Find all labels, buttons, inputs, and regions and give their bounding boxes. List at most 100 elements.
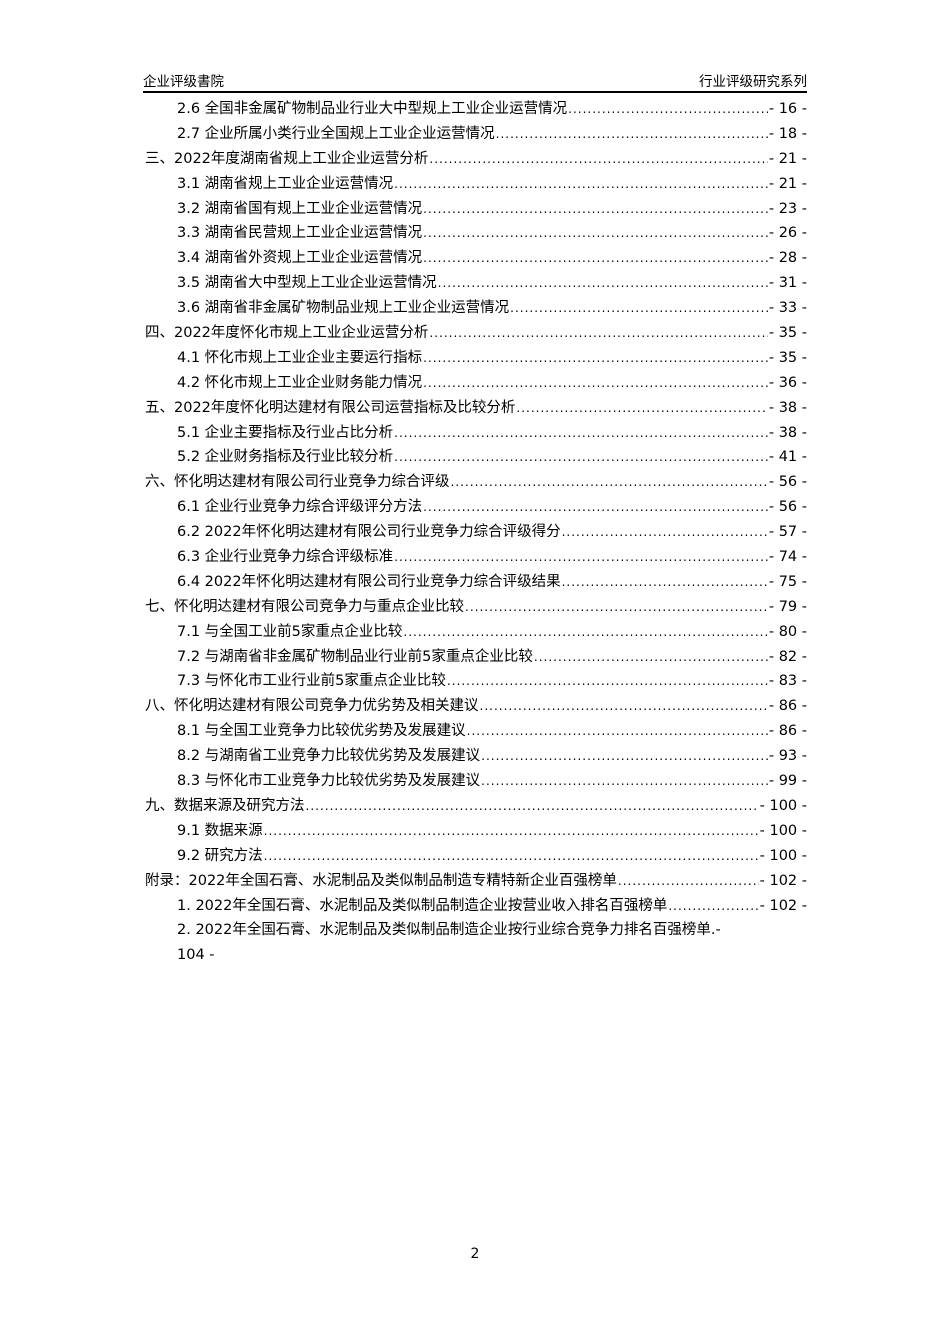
toc-entry[interactable]: 6.4 2022年怀化明达建材有限公司行业竞争力综合评级结果 - 75 - [145,570,807,595]
toc-dot-leader [534,645,768,670]
toc-entry[interactable]: 7.3 与怀化市工业行业前5家重点企业比较 - 83 - [145,669,807,694]
toc-dot-leader [480,694,768,719]
toc-entry-page: - 38 - [768,399,807,416]
toc-dot-leader [451,470,768,495]
toc-entry-title: 六、怀化明达建材有限公司行业竞争力综合评级 [145,474,450,491]
toc-entry[interactable]: 3.3 湖南省民营规上工业企业运营情况 - 26 - [145,221,807,246]
toc-entry-page: - 16 - [768,101,807,117]
page-header: 企业评级書院 行业评级研究系列 [143,68,807,93]
toc-entry[interactable]: 9.2 研究方法 - 100 - [145,844,807,869]
toc-entry-title: 5.1 企业主要指标及行业占比分析 [177,424,394,441]
toc-entry[interactable]: 6.3 企业行业竞争力综合评级标准 - 74 - [145,545,807,570]
toc-entry-page: - 93 - [768,748,807,765]
toc-entry-title: 3.2 湖南省国有规上工业企业运营情况 [177,200,423,217]
toc-dot-leader: .- [710,922,721,939]
toc-entry[interactable]: 九、数据来源及研究方法 - 100 - [145,794,807,819]
toc-entry-title: 8.2 与湖南省工业竞争力比较优劣势及发展建议 [177,748,481,765]
toc-entry-page: - 79 - [768,598,807,615]
toc-entry[interactable]: 5.1 企业主要指标及行业占比分析 - 38 - [145,421,807,446]
toc-entry[interactable]: 2.6 全国非金属矿物制品业行业大中型规上工业企业运营情况 - 16 - [145,97,807,122]
toc-entry[interactable]: 2.7 企业所属小类行业全国规上工业企业运营情况 - 18 - [145,122,807,147]
toc-entry-page: - 18 - [768,125,807,142]
toc-entry-page: - 99 - [768,773,807,790]
toc-entry-page: - 23 - [768,200,807,217]
toc-dot-leader [264,819,759,844]
toc-entry[interactable]: 2. 2022年全国石膏、水泥制品及类似制品制造企业按行业综合竞争力排名百强榜单… [145,918,807,968]
toc-entry-title: 5.2 企业财务指标及行业比较分析 [177,449,394,466]
toc-entry-page: - 86 - [768,723,807,740]
toc-dot-leader [306,794,759,819]
toc-entry-page: - 33 - [768,300,807,317]
toc-entry-title: 4.2 怀化市规上工业企业财务能力情况 [177,374,423,391]
toc-entry-title: 2.6 全国非金属矿物制品业行业大中型规上工业企业运营情况 [177,101,568,117]
toc-entry-title: 8.3 与怀化市工业竞争力比较优劣势及发展建议 [177,773,481,790]
toc-entry-title: 附录：2022年全国石膏、水泥制品及类似制品制造专精特新企业百强榜单 [145,872,617,889]
toc-entry[interactable]: 五、2022年度怀化明达建材有限公司运营指标及比较分析 - 38 - [145,396,807,421]
toc-entry[interactable]: 七、怀化明达建材有限公司竞争力与重点企业比较 - 79 - [145,595,807,620]
toc-entry-page: - 41 - [768,449,807,466]
toc-dot-leader [447,669,768,694]
toc-entry-page: - 100 - [759,797,807,814]
toc-entry-page: - 38 - [768,424,807,441]
toc-entry-page: - 83 - [768,673,807,690]
toc-entry[interactable]: 3.1 湖南省规上工业企业运营情况 - 21 - [145,172,807,197]
toc-entry-title: 6.4 2022年怀化明达建材有限公司行业竞争力综合评级结果 [177,573,561,590]
toc-entry-page: - 31 - [768,275,807,292]
toc-entry-page: - 26 - [768,225,807,242]
toc-entry-page: 104 - [177,947,215,964]
toc-entry[interactable]: 1. 2022年全国石膏、水泥制品及类似制品制造企业按营业收入排名百强榜单 - 1… [145,894,807,919]
toc-dot-leader [423,346,768,371]
toc-entry-page: - 75 - [768,573,807,590]
toc-entry[interactable]: 3.5 湖南省大中型规上工业企业运营情况 - 31 - [145,271,807,296]
toc-entry-page: - 74 - [768,549,807,566]
toc-entry-page: - 100 - [759,847,807,864]
toc-dot-leader [510,296,768,321]
toc-entry[interactable]: 9.1 数据来源 - 100 - [145,819,807,844]
toc-entry[interactable]: 3.4 湖南省外资规上工业企业运营情况 - 28 - [145,246,807,271]
toc-dot-leader [423,371,768,396]
toc-entry-title: 九、数据来源及研究方法 [145,797,305,814]
toc-entry[interactable]: 附录：2022年全国石膏、水泥制品及类似制品制造专精特新企业百强榜单 - 102 … [145,869,807,894]
toc-entry-title: 3.4 湖南省外资规上工业企业运营情况 [177,250,423,267]
toc-entry-title: 1. 2022年全国石膏、水泥制品及类似制品制造企业按营业收入排名百强榜单 [177,897,668,914]
toc-dot-leader [394,445,768,470]
toc-entry[interactable]: 8.1 与全国工业竞争力比较优劣势及发展建议 - 86 - [145,719,807,744]
header-left-title: 企业评级書院 [143,74,224,90]
toc-entry-title: 四、2022年度怀化市规上工业企业运营分析 [145,325,429,342]
toc-entry-page: - 82 - [768,648,807,665]
toc-dot-leader [394,545,768,570]
toc-entry[interactable]: 7.2 与湖南省非金属矿物制品业行业前5家重点企业比较 - 82 - [145,645,807,670]
toc-entry-title: 八、怀化明达建材有限公司竞争力优劣势及相关建议 [145,698,479,715]
toc-entry-title: 6.2 2022年怀化明达建材有限公司行业竞争力综合评级得分 [177,524,561,541]
toc-entry[interactable]: 4.1 怀化市规上工业企业主要运行指标 - 35 - [145,346,807,371]
toc-dot-leader [481,769,768,794]
toc-entry[interactable]: 4.2 怀化市规上工业企业财务能力情况 - 36 - [145,371,807,396]
toc-entry-page: - 35 - [768,325,807,342]
toc-entry[interactable]: 3.6 湖南省非金属矿物制品业规上工业企业运营情况 - 33 - [145,296,807,321]
toc-entry[interactable]: 5.2 企业财务指标及行业比较分析 - 41 - [145,445,807,470]
toc-entry-page: - 28 - [768,250,807,267]
toc-dot-leader [465,595,768,620]
toc-entry-page: - 21 - [768,175,807,192]
toc-entry[interactable]: 四、2022年度怀化市规上工业企业运营分析 - 35 - [145,321,807,346]
toc-entry[interactable]: 六、怀化明达建材有限公司行业竞争力综合评级 - 56 - [145,470,807,495]
toc-entry[interactable]: 3.2 湖南省国有规上工业企业运营情况 - 23 - [145,197,807,222]
toc-entry-title: 9.2 研究方法 [177,847,263,864]
toc-dot-leader [423,495,768,520]
header-right-title: 行业评级研究系列 [699,74,807,90]
toc-entry[interactable]: 8.2 与湖南省工业竞争力比较优劣势及发展建议 - 93 - [145,744,807,769]
toc-dot-leader [467,719,768,744]
toc-entry[interactable]: 三、2022年度湖南省规上工业企业运营分析 - 21 - [145,147,807,172]
toc-entry[interactable]: 8.3 与怀化市工业竞争力比较优劣势及发展建议 - 99 - [145,769,807,794]
toc-entry-title: 3.3 湖南省民营规上工业企业运营情况 [177,225,423,242]
toc-entry[interactable]: 八、怀化明达建材有限公司竞争力优劣势及相关建议 - 86 - [145,694,807,719]
toc-entry-page: - 102 - [759,897,807,914]
toc-entry-page: - 86 - [768,698,807,715]
toc-entry[interactable]: 6.1 企业行业竞争力综合评级评分方法 - 56 - [145,495,807,520]
toc-entry[interactable]: 6.2 2022年怀化明达建材有限公司行业竞争力综合评级得分 - 57 - [145,520,807,545]
toc-dot-leader [568,97,768,122]
toc-dot-leader [429,321,767,346]
toc-entry[interactable]: 7.1 与全国工业前5家重点企业比较 - 80 - [145,620,807,645]
toc-dot-leader [394,421,768,446]
toc-entry-page: - 21 - [768,150,807,167]
